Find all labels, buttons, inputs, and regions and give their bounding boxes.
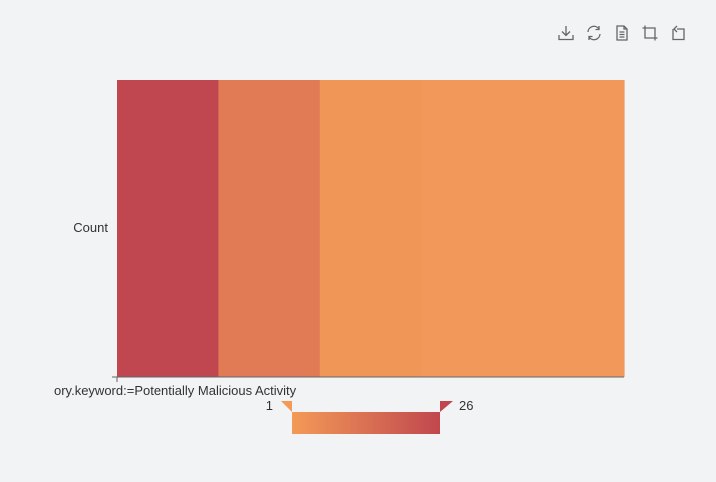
visual-map-bar[interactable]: [292, 412, 440, 434]
download-icon[interactable]: [555, 22, 577, 44]
data-view-icon[interactable]: [611, 22, 633, 44]
y-axis-tick-label: Count: [73, 220, 108, 235]
visual-map-min-label: 1: [266, 398, 273, 413]
zoom-reset-icon[interactable]: [667, 22, 689, 44]
heatmap-cell[interactable]: [522, 80, 625, 377]
visual-map: 1 26: [266, 398, 473, 434]
visual-map-max-label: 26: [459, 398, 473, 413]
chart-toolbox: [555, 22, 689, 44]
heatmap-cell[interactable]: [319, 80, 422, 377]
heatmap-cell[interactable]: [218, 80, 321, 377]
heatmap-cells: [117, 80, 625, 377]
heatmap-cell[interactable]: [117, 80, 219, 377]
visual-map-low-handle[interactable]: [281, 401, 292, 412]
refresh-icon[interactable]: [583, 22, 605, 44]
zoom-icon[interactable]: [639, 22, 661, 44]
visual-map-high-handle[interactable]: [440, 401, 453, 412]
x-axis-tick-label: ory.keyword:=Potentially Malicious Activ…: [54, 383, 297, 398]
heatmap-cell[interactable]: [421, 80, 524, 377]
